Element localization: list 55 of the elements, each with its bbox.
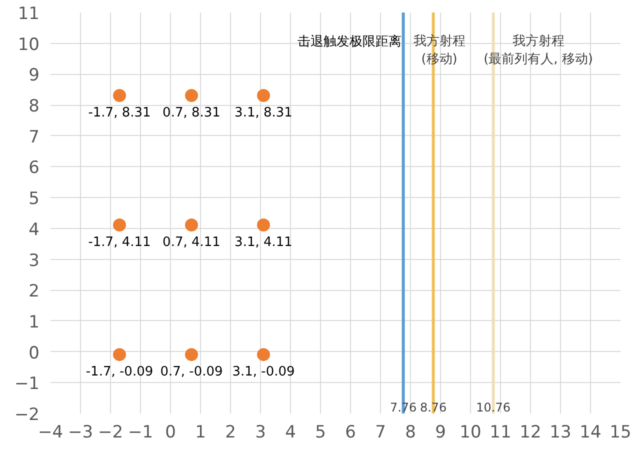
x-tick-label: 11 (490, 422, 512, 442)
data-label: -1.7, 8.31 (88, 105, 151, 120)
data-label: 0.7, 4.11 (162, 235, 220, 250)
data-label: 0.7, -0.09 (160, 364, 223, 380)
x-tick-label: 10 (460, 422, 482, 442)
y-tick-label: 2 (28, 282, 40, 302)
ref-line-label: 我方射程 (最前列有人, 移动) (484, 33, 594, 68)
point (257, 218, 270, 232)
x-tick-label: −4 (38, 422, 64, 442)
x-tick-label: 5 (315, 422, 326, 442)
point (113, 218, 126, 232)
point (113, 88, 126, 102)
data-label: 3.1, -0.09 (232, 364, 295, 380)
x-tick-label: 12 (520, 422, 542, 442)
y-tick-label: 0 (28, 343, 40, 364)
x-tick-label: 2 (225, 422, 236, 442)
x-tick-label: 6 (345, 422, 356, 442)
x-tick-label: 8 (405, 422, 416, 442)
y-tick-label: −2 (14, 405, 40, 425)
x-tick-label: 9 (435, 422, 446, 442)
y-tick-label: 7 (28, 127, 40, 148)
annotation: 10.76 (476, 400, 510, 414)
y-tick-label: 10 (18, 34, 40, 55)
y-tick-label: 6 (28, 158, 40, 178)
point (257, 348, 270, 362)
x-tick-label: 0 (165, 422, 176, 442)
y-tick-label: 9 (28, 66, 40, 86)
y-tick-label: 1 (28, 312, 40, 332)
y-tick-label: 11 (18, 4, 40, 24)
data-label: 0.7, 8.31 (162, 105, 220, 120)
x-tick-label: 1 (195, 422, 206, 442)
ref-line-label: 击退触发极限距离 (297, 34, 402, 50)
data-label: -1.7, 4.11 (88, 235, 151, 250)
y-tick-label: −1 (14, 374, 40, 394)
point (185, 348, 198, 362)
x-tick-label: 3 (255, 422, 266, 442)
x-tick-label: −2 (98, 422, 124, 442)
x-tick-label: 14 (580, 422, 602, 442)
point (185, 88, 198, 102)
x-tick-label: 13 (550, 422, 572, 442)
y-tick-label: 5 (28, 189, 40, 210)
y-tick-label: 4 (28, 220, 40, 240)
y-tick-label: 8 (28, 96, 40, 117)
y-tick-label: 3 (28, 250, 40, 271)
point (257, 88, 270, 102)
x-tick-label: 4 (285, 422, 296, 442)
x-tick-label: −1 (128, 422, 154, 442)
x-tick-label: 15 (610, 422, 632, 442)
data-label: 3.1, 8.31 (234, 105, 292, 120)
data-label: -1.7, -0.09 (86, 364, 154, 380)
point (185, 218, 198, 232)
x-tick-label: 7 (375, 422, 386, 442)
point (113, 348, 126, 362)
x-tick-label: −3 (68, 422, 94, 442)
data-label: 3.1, 4.11 (234, 235, 292, 250)
